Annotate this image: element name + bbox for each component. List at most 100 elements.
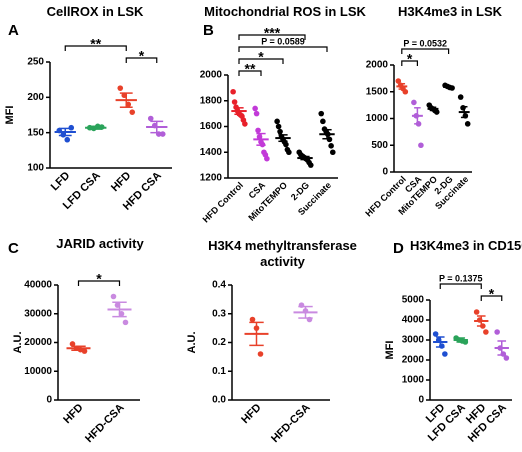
significance-label: * xyxy=(489,286,495,302)
x-tick-label: HFD-CSA xyxy=(83,402,127,446)
data-point xyxy=(307,162,314,168)
data-point xyxy=(411,99,417,106)
significance-bracket xyxy=(125,57,158,63)
x-tick-label: HFD xyxy=(61,402,86,427)
data-point xyxy=(473,309,480,315)
y-tick-label: 0.1 xyxy=(212,366,226,377)
y-tick-label: 0.3 xyxy=(212,308,226,319)
data-point xyxy=(483,329,489,335)
chart-title: H3K4me3 in CD150hi xyxy=(409,238,522,253)
data-point xyxy=(147,115,154,122)
data-point xyxy=(249,316,256,323)
y-tick-label: 1000 xyxy=(366,113,389,124)
x-tick-label: HFD xyxy=(239,402,264,427)
y-tick-label: 0.4 xyxy=(212,280,226,291)
significance-bracket xyxy=(401,60,418,66)
y-tick-label: 500 xyxy=(371,140,388,151)
data-point xyxy=(129,109,136,115)
y-tick-label: 10000 xyxy=(24,366,52,377)
data-point xyxy=(255,127,261,134)
data-point xyxy=(253,110,260,117)
data-point xyxy=(418,142,424,149)
significance-label: ** xyxy=(90,36,101,52)
data-point xyxy=(286,149,292,156)
data-point xyxy=(402,88,409,95)
chart-title: CellROX in LSK xyxy=(46,4,144,19)
chart-title: H3K4me3 in LSK xyxy=(397,4,503,19)
significance-bracket xyxy=(238,46,328,52)
significance-label: * xyxy=(407,51,413,67)
y-tick-label: 1400 xyxy=(200,147,223,158)
y-tick-label: 30000 xyxy=(24,308,52,319)
data-point xyxy=(494,329,500,335)
y-axis-label: MFI xyxy=(4,106,16,125)
panel-label: B xyxy=(203,22,214,39)
significance-label: * xyxy=(139,48,145,64)
panel-label: D xyxy=(393,240,404,257)
significance-bracket xyxy=(238,58,284,64)
significance-label: ** xyxy=(245,61,256,77)
data-point xyxy=(274,118,280,125)
y-tick-label: 1200 xyxy=(200,173,223,184)
significance-bracket xyxy=(439,283,482,289)
significance-bracket xyxy=(77,280,121,286)
y-tick-label: 5000 xyxy=(402,295,425,306)
data-point xyxy=(257,351,264,357)
data-point xyxy=(442,351,448,357)
y-tick-label: 0 xyxy=(382,167,388,178)
data-point xyxy=(69,341,76,347)
data-point xyxy=(318,110,325,117)
significance-label: *** xyxy=(264,25,281,41)
significance-label: * xyxy=(258,49,264,65)
y-tick-label: 2000 xyxy=(200,70,223,81)
significance-bracket xyxy=(64,45,127,51)
data-point xyxy=(329,149,336,156)
y-tick-label: 2000 xyxy=(402,355,425,366)
y-tick-label: 0 xyxy=(418,395,424,406)
data-point xyxy=(320,118,326,125)
y-tick-label: 250 xyxy=(27,57,44,68)
y-tick-label: 1800 xyxy=(200,95,223,106)
y-tick-label: 150 xyxy=(27,127,44,138)
data-point xyxy=(230,88,236,95)
chart-title: H3K4 methyltransferase activity xyxy=(208,238,357,269)
significance-label: P = 0.0532 xyxy=(403,38,447,48)
significance-bracket xyxy=(401,48,450,54)
significance-label: P = 0.0589 xyxy=(261,36,305,46)
x-tick-label: HFD Control xyxy=(201,180,246,225)
y-tick-label: 0.2 xyxy=(212,337,226,348)
data-point xyxy=(110,293,117,300)
y-tick-label: 0.0 xyxy=(212,395,226,406)
data-point xyxy=(457,94,464,100)
significance-bracket xyxy=(238,34,306,40)
y-axis-label: A.U. xyxy=(12,332,24,354)
data-point xyxy=(275,123,282,130)
data-point xyxy=(503,355,510,361)
y-tick-label: 1000 xyxy=(402,375,425,386)
chart-title: Mitochondrial ROS in LSK xyxy=(204,4,366,19)
panel-label: A xyxy=(8,22,19,39)
data-point xyxy=(395,78,402,84)
y-tick-label: 200 xyxy=(27,92,44,103)
y-tick-label: 40000 xyxy=(24,280,52,291)
y-axis-label: MFI xyxy=(384,341,396,360)
data-point xyxy=(460,105,466,111)
chart-title: JARID activity xyxy=(56,236,144,251)
y-tick-label: 0 xyxy=(46,395,52,406)
y-tick-label: 3000 xyxy=(402,335,425,346)
y-tick-label: 1500 xyxy=(366,86,389,97)
data-point xyxy=(432,331,439,337)
data-point xyxy=(64,136,71,143)
significance-bracket xyxy=(480,295,503,301)
data-point xyxy=(277,128,283,135)
y-axis-label: A.U. xyxy=(186,332,198,354)
significance-bracket xyxy=(238,70,262,76)
x-tick-label: LFD xyxy=(49,170,73,194)
x-tick-label: HFD xyxy=(109,170,134,195)
data-point xyxy=(117,85,124,91)
data-point xyxy=(122,319,129,326)
y-tick-label: 4000 xyxy=(402,315,425,326)
y-tick-label: 20000 xyxy=(24,337,52,348)
